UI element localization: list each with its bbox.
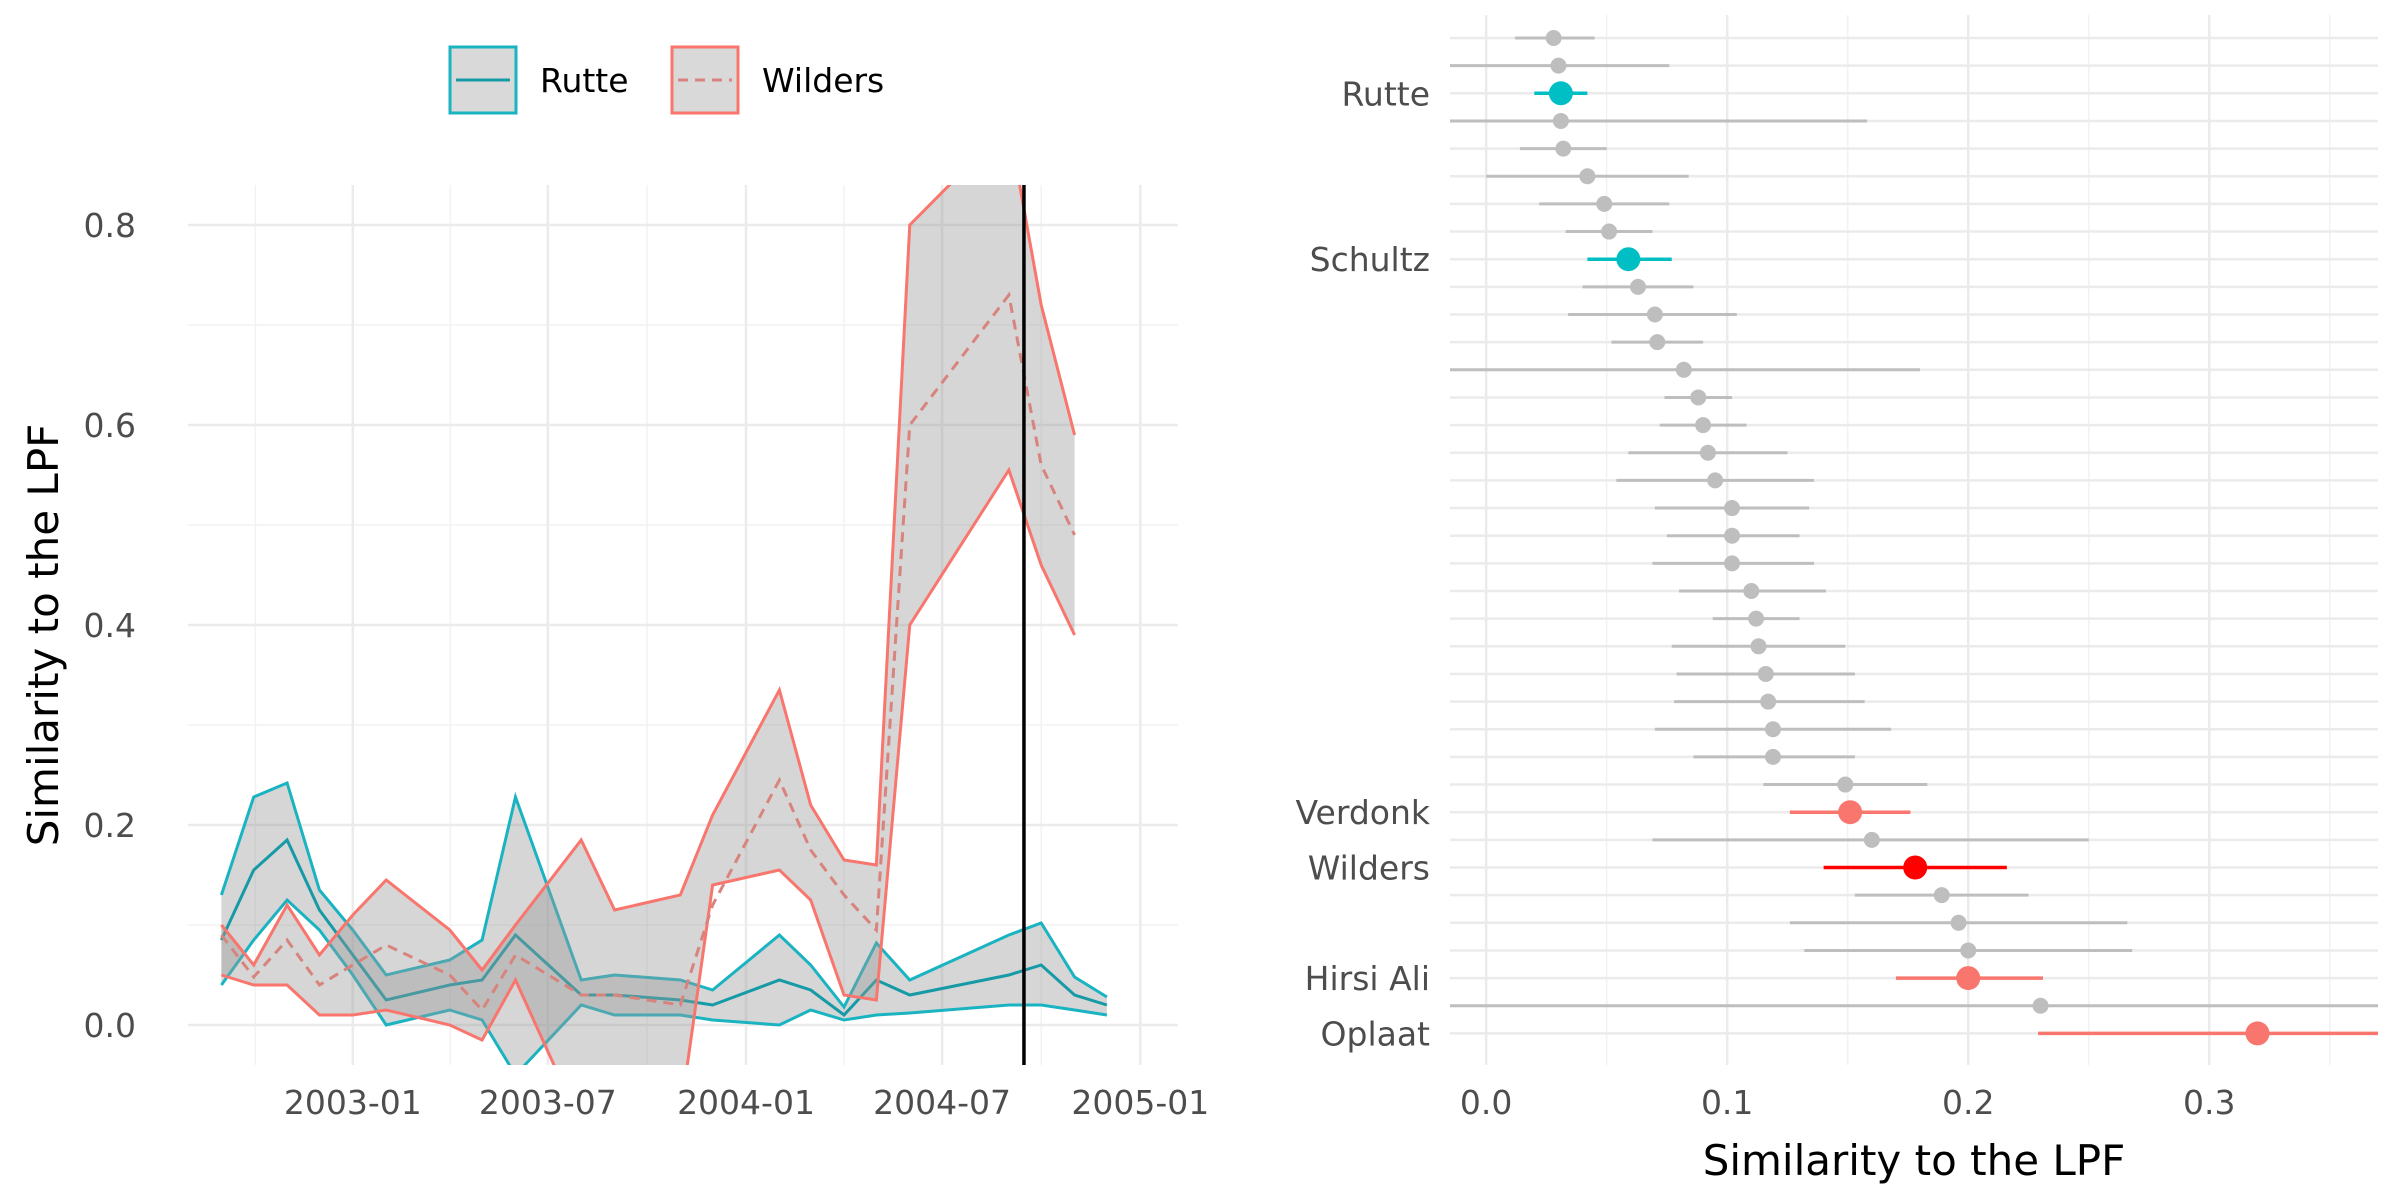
- rutte-ribbon: [221, 783, 1107, 1065]
- row-label-verdonk: Verdonk: [1296, 793, 1431, 832]
- point-marker: [1950, 914, 1967, 931]
- x-tick-label: 2003-07: [479, 1083, 617, 1122]
- point-marker: [1646, 306, 1663, 323]
- point-marker: [1552, 112, 1569, 129]
- y-tick-label: 0.0: [84, 1006, 136, 1045]
- x-tick-label: 2005-01: [1071, 1083, 1209, 1122]
- point-marker: [1690, 389, 1707, 406]
- x-tick-label: 0.0: [1460, 1083, 1512, 1122]
- row-label-rutte: Rutte: [1341, 74, 1430, 113]
- point-marker: [1555, 140, 1572, 157]
- right-panel-dotplot: 0.0 0.1 0.2 0.3 Similarity to the LPF Rutte Sc…: [1296, 15, 2378, 1185]
- point-marker: [1837, 776, 1854, 793]
- x-tick-label: 0.2: [1942, 1083, 1994, 1122]
- point-marker: [1933, 887, 1950, 904]
- y-axis-title: Similarity to the LPF: [19, 424, 68, 847]
- row-label-oplaat: Oplaat: [1321, 1014, 1431, 1053]
- x-tick-label: 0.1: [1701, 1083, 1753, 1122]
- point-marker: [2245, 1021, 2270, 1046]
- x-tick-label: 2004-01: [677, 1083, 815, 1122]
- wilders-ribbon: [221, 185, 1075, 1065]
- rutte-lower-bound: [220, 897, 1108, 1065]
- row-label-schultz: Schultz: [1310, 240, 1430, 279]
- wilders-mean-line: [220, 291, 1076, 1013]
- legend-label-rutte: Rutte: [540, 61, 629, 100]
- right-data-layer: [1450, 30, 2378, 1046]
- rutte-mean-line: [220, 837, 1108, 1018]
- point-marker: [1724, 555, 1741, 572]
- point-marker: [1956, 966, 1981, 991]
- point-marker: [1596, 195, 1613, 212]
- left-panel-timeseries: 0.0 0.2 0.4 0.6 0.8 2003-01 2003-07 2004-01 2004…: [19, 45, 1209, 1122]
- point-marker: [1550, 57, 1567, 74]
- point-marker: [1863, 831, 1880, 848]
- point-marker: [1764, 721, 1781, 738]
- point-marker: [1748, 610, 1765, 627]
- point-marker: [1960, 942, 1977, 959]
- row-label-hirsi-ali: Hirsi Ali: [1305, 959, 1430, 998]
- point-marker: [1579, 168, 1596, 185]
- point-marker: [2032, 997, 2049, 1014]
- point-marker: [1675, 361, 1692, 378]
- point-marker: [1601, 223, 1618, 240]
- point-marker: [1757, 665, 1774, 682]
- point-marker: [1760, 693, 1777, 710]
- point-marker: [1750, 638, 1767, 655]
- row-label-wilders: Wilders: [1308, 849, 1430, 888]
- point-marker: [1630, 278, 1647, 295]
- rutte-upper-bound: [219, 780, 1108, 1010]
- point-marker: [1764, 748, 1781, 765]
- point-marker: [1699, 444, 1716, 461]
- point-marker: [1724, 527, 1741, 544]
- point-marker: [1616, 247, 1641, 272]
- y-tick-label: 0.2: [84, 806, 136, 845]
- x-tick-label: 0.3: [2183, 1083, 2235, 1122]
- y-tick-label: 0.8: [84, 206, 136, 245]
- x-tick-label: 2003-01: [284, 1083, 422, 1122]
- legend-label-wilders: Wilders: [762, 61, 884, 100]
- legend: Rutte Wilders: [448, 45, 884, 115]
- point-marker: [1695, 417, 1712, 434]
- point-marker: [1903, 855, 1928, 880]
- wilders-upper-bound: [220, 185, 1077, 973]
- y-tick-label: 0.4: [84, 606, 136, 645]
- point-marker: [1545, 30, 1562, 46]
- point-marker: [1743, 583, 1760, 599]
- point-marker: [1707, 472, 1724, 489]
- x-axis-title: Similarity to the LPF: [1703, 1136, 2126, 1185]
- point-marker: [1548, 81, 1573, 106]
- y-tick-label: 0.6: [84, 406, 136, 445]
- wilders-lower-bound: [220, 466, 1076, 1065]
- point-marker: [1724, 500, 1741, 517]
- point-marker: [1838, 800, 1863, 825]
- point-marker: [1649, 334, 1666, 351]
- x-tick-label: 2004-07: [873, 1083, 1011, 1122]
- left-data-layer: [219, 185, 1108, 1065]
